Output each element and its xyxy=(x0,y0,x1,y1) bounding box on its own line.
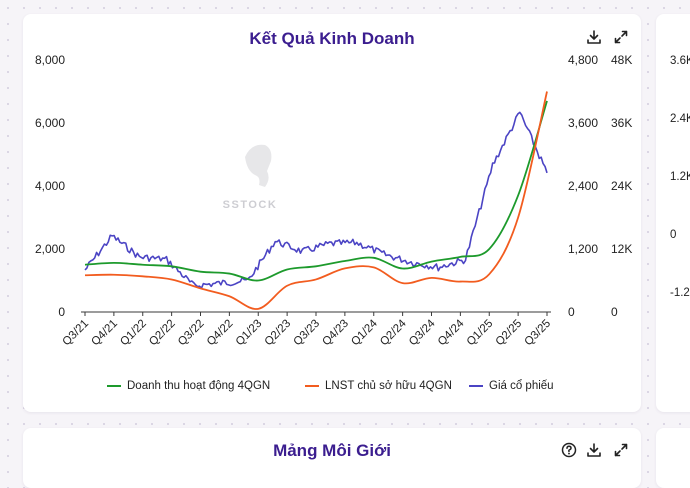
y-right1-tick-label: 2,400 xyxy=(568,179,598,193)
expand-icon[interactable] xyxy=(611,440,631,460)
x-tick-label: Q4/23 xyxy=(320,318,351,349)
expand-icon[interactable] xyxy=(611,27,631,47)
x-tick-label: Q3/21 xyxy=(60,318,91,349)
x-tick-label: Q2/22 xyxy=(147,318,178,349)
y-left-tick-label: 6,000 xyxy=(35,116,65,130)
y-left-tick-label: 0 xyxy=(58,305,65,319)
download-icon[interactable] xyxy=(584,27,604,47)
y-left-tick-label: 4,000 xyxy=(35,179,65,193)
y-right2-tick-label: 24K xyxy=(611,179,632,193)
y-right1-tick-label: 4,800 xyxy=(568,53,598,67)
legend-swatch-price xyxy=(469,385,483,387)
y-right2-tick-label: 12K xyxy=(611,242,632,256)
y-right1-tick-label: 3,600 xyxy=(568,116,598,130)
download-icon[interactable] xyxy=(584,440,604,460)
side-tick-label: 0 xyxy=(670,229,676,241)
x-tick-label: Q3/25 xyxy=(522,318,553,349)
x-tick-label: Q1/23 xyxy=(234,318,265,349)
bottom-side-card xyxy=(656,428,690,488)
chart-legend: Doanh thu hoạt động 4QGN LNST chủ sở hữu… xyxy=(23,380,641,400)
x-tick-label: Q2/25 xyxy=(494,318,525,349)
side-tick-label: 3.6K xyxy=(670,55,690,67)
series-line-revenue xyxy=(84,100,548,282)
brokerage-title: Mảng Môi Giới xyxy=(273,441,391,460)
x-tick-label: Q3/23 xyxy=(291,318,322,349)
y-right2-tick-label: 0 xyxy=(611,305,618,319)
y-right1-tick-label: 1,200 xyxy=(568,242,598,256)
side-tick-label: 1.2K xyxy=(670,171,690,183)
x-tick-label: Q1/25 xyxy=(465,318,496,349)
sstock-watermark-logo: SSTOCK xyxy=(223,144,278,211)
x-tick-label: Q2/24 xyxy=(378,317,409,348)
y-right2-tick-label: 48K xyxy=(611,53,632,67)
series-line-profit xyxy=(84,91,548,310)
legend-item-revenue[interactable]: Doanh thu hoạt động 4QGN xyxy=(107,380,270,392)
legend-label-profit: LNST chủ sở hữu 4QGN xyxy=(325,380,452,392)
help-icon[interactable] xyxy=(559,440,579,460)
x-tick-label: Q3/24 xyxy=(407,317,438,348)
legend-item-profit[interactable]: LNST chủ sở hữu 4QGN xyxy=(305,380,452,392)
y-left-tick-label: 8,000 xyxy=(35,53,65,67)
y-right1-tick-label: 0 xyxy=(568,305,575,319)
side-chart-card: 3.6K 2.4K 1.2K 0 -1.2K xyxy=(656,14,690,412)
x-tick-label: Q4/24 xyxy=(436,317,467,348)
x-tick-label: Q4/22 xyxy=(205,318,236,349)
side-tick-label: -1.2K xyxy=(670,287,690,299)
x-tick-label: Q1/22 xyxy=(118,318,149,349)
y-right2-tick-label: 36K xyxy=(611,116,632,130)
series-line-price xyxy=(84,111,548,289)
side-chart-axis: 3.6K 2.4K 1.2K 0 -1.2K xyxy=(670,55,690,299)
x-tick-label: Q3/22 xyxy=(176,318,207,349)
legend-swatch-profit xyxy=(305,385,319,387)
svg-text:SSTOCK: SSTOCK xyxy=(223,199,278,211)
chart-title: Kết Quả Kinh Doanh xyxy=(249,29,415,48)
legend-item-price[interactable]: Giá cổ phiếu xyxy=(469,380,554,392)
y-left-tick-label: 2,000 xyxy=(35,242,65,256)
x-tick-label: Q1/24 xyxy=(349,317,380,348)
legend-label-price: Giá cổ phiếu xyxy=(489,380,554,392)
brokerage-card: Mảng Môi Giới xyxy=(23,428,641,488)
side-tick-label: 2.4K xyxy=(670,113,690,125)
business-results-chart: SSTOCK 0 2,000 4,000 6,000 8,000 0 1,200 2,400… xyxy=(35,53,632,349)
legend-swatch-revenue xyxy=(107,385,121,387)
x-tick-label: Q2/23 xyxy=(263,318,294,349)
legend-label-revenue: Doanh thu hoạt động 4QGN xyxy=(127,380,271,392)
business-results-card: Kết Quả Kinh Doanh SSTOCK 0 2,000 4,000 6,0… xyxy=(23,14,641,412)
x-tick-label: Q4/21 xyxy=(89,318,120,349)
